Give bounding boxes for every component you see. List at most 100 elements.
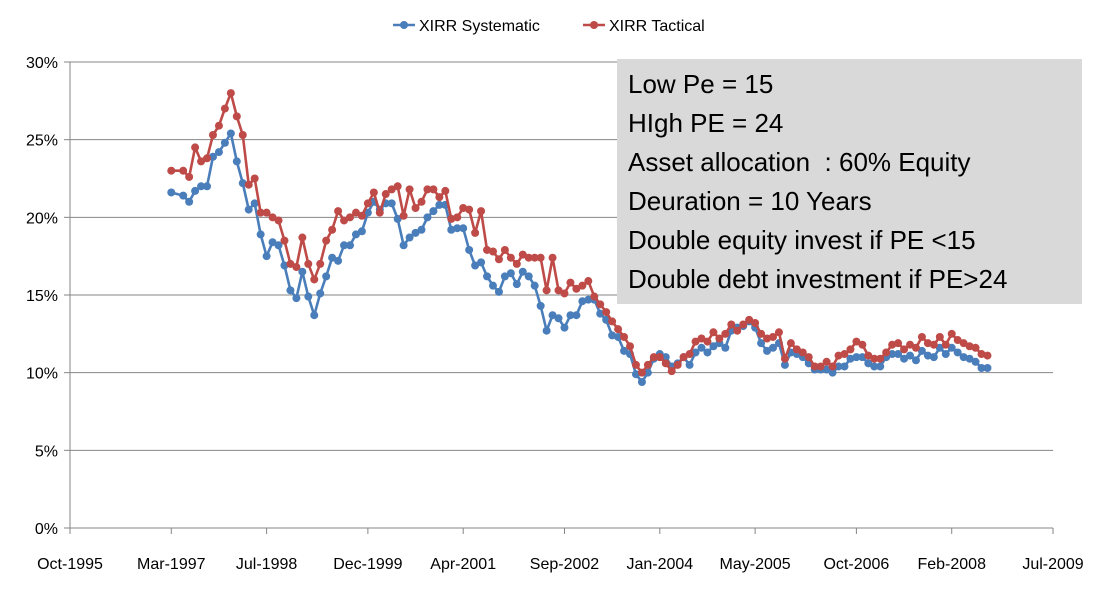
data-point (876, 354, 885, 363)
data-point (524, 272, 533, 281)
data-point (387, 185, 396, 194)
data-point (685, 350, 694, 359)
data-point (405, 233, 414, 242)
data-point (894, 339, 903, 348)
data-point (280, 236, 289, 245)
legend-label: XIRR Systematic (419, 18, 540, 35)
data-point (757, 339, 766, 348)
data-point (810, 362, 819, 371)
data-point (751, 318, 760, 327)
data-point (506, 269, 515, 278)
data-point (911, 356, 920, 365)
data-point (578, 281, 587, 290)
data-point (334, 256, 343, 265)
data-point (560, 323, 569, 332)
data-point (250, 199, 259, 208)
data-point (167, 188, 176, 197)
data-point (620, 346, 629, 355)
data-point (310, 311, 319, 320)
data-point (977, 364, 986, 373)
x-tick-label: May-2005 (720, 556, 791, 573)
data-point (328, 253, 337, 262)
data-point (536, 253, 545, 262)
data-point (661, 359, 670, 368)
data-point (417, 225, 426, 234)
data-point (471, 261, 480, 270)
data-point (512, 259, 521, 268)
data-point (226, 89, 235, 98)
data-point (900, 345, 909, 354)
x-tick-label: Mar-1997 (137, 556, 206, 573)
data-point (292, 263, 301, 272)
data-point (197, 182, 206, 191)
data-point (500, 245, 509, 254)
data-point (185, 197, 194, 206)
data-point (620, 332, 629, 341)
data-point (935, 343, 944, 352)
data-point (530, 281, 539, 290)
data-point (262, 208, 271, 217)
legend-item: XIRR Tactical (583, 18, 705, 35)
data-point (709, 342, 718, 351)
data-point (602, 308, 611, 317)
data-point (262, 252, 271, 261)
data-point (429, 185, 438, 194)
data-point (453, 224, 462, 233)
data-point (685, 360, 694, 369)
data-point (346, 241, 355, 250)
data-point (721, 329, 730, 338)
data-point (387, 199, 396, 208)
x-tick-label: Jul-1998 (236, 556, 297, 573)
data-point (840, 362, 849, 371)
data-point (906, 351, 915, 360)
data-point (959, 339, 968, 348)
data-point (971, 343, 980, 352)
data-point (596, 300, 605, 309)
data-point (304, 292, 313, 301)
legend-item: XIRR Systematic (393, 18, 540, 35)
data-point (244, 205, 253, 214)
data-point (864, 351, 873, 360)
data-point (506, 253, 515, 262)
data-point (429, 207, 438, 216)
data-point (232, 112, 241, 121)
data-point (238, 131, 247, 140)
data-point (191, 143, 200, 152)
x-tick-label: Oct-1995 (37, 556, 103, 573)
data-point (649, 353, 658, 362)
data-point (512, 280, 521, 289)
data-point (197, 157, 206, 166)
data-point (465, 245, 474, 254)
data-point (894, 350, 903, 359)
data-point (614, 325, 623, 334)
data-point (768, 343, 777, 352)
data-point (715, 334, 724, 343)
data-point (655, 353, 664, 362)
data-point (846, 345, 855, 354)
data-point (548, 253, 557, 262)
data-point (882, 348, 891, 357)
data-point (268, 213, 277, 222)
legend: XIRR Systematic XIRR Tactical (393, 18, 705, 35)
data-point (477, 207, 486, 216)
data-point (834, 362, 843, 371)
data-point (226, 129, 235, 138)
x-tick-label: Oct-2006 (823, 556, 889, 573)
data-point (179, 191, 188, 200)
data-point (179, 166, 188, 175)
data-point (917, 332, 926, 341)
data-point (328, 225, 337, 234)
data-point (363, 199, 372, 208)
data-point (852, 337, 861, 346)
data-point (870, 354, 879, 363)
data-point (929, 340, 938, 349)
data-point (679, 353, 688, 362)
data-point (256, 208, 265, 217)
x-tick-label: Sep-2002 (530, 556, 599, 573)
data-point (554, 286, 563, 295)
data-point (798, 348, 807, 357)
data-point (483, 272, 492, 281)
annotation-line: Deuration = 10 Years (628, 186, 872, 216)
data-point (357, 227, 366, 236)
